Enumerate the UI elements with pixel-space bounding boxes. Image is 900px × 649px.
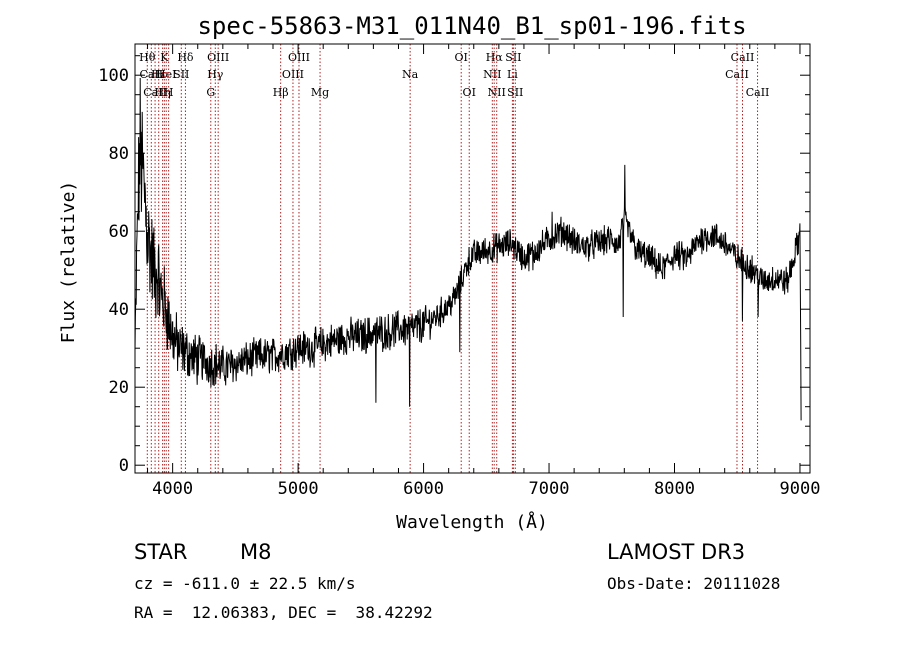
chart-title: spec-55863-M31_011N40_B1_sp01-196.fits [197,12,746,40]
line-marker-label: NII [483,68,501,81]
obs-date: Obs-Date: 20111028 [607,574,781,593]
line-marker-label: Hη [155,86,171,99]
axes: 4000 5000 6000 7000 8000 9000 0 20 40 60 80 100 [98,44,820,499]
x-tick-label: 6000 [403,479,444,499]
x-tick-label: 8000 [654,479,695,499]
object-class: STAR [134,540,188,564]
line-marker-label: Mg [311,86,329,99]
y-tick-label: 100 [98,66,129,86]
line-marker-label: OI [455,51,468,64]
y-tick-label: 20 [109,378,129,398]
survey-name: LAMOST DR3 [607,540,746,564]
line-marker-label: CaII [143,86,167,99]
line-marker-label: HeI [156,68,176,81]
spectrum-series [134,77,802,421]
line-marker-label: H [164,86,174,99]
x-tick-label: 4000 [152,479,193,499]
line-marker-label: Hβ [273,86,289,99]
y-tick-label: 40 [109,300,129,320]
x-axis-label: Wavelength (Å) [396,511,548,533]
y-tick-label: 60 [109,222,129,242]
redshift-readout: cz = -611.0 ± 22.5 km/s [134,574,356,593]
line-marker-label: Li [507,68,518,81]
spectrum-line [134,77,802,421]
line-marker-label: SII [173,68,189,81]
line-marker-label: OI [463,86,476,99]
x-tick-label: 7000 [529,479,570,499]
line-marker-label: OIII [288,51,310,64]
x-tick-label: 9000 [779,479,820,499]
coordinates: RA = 12.06383, DEC = 38.42292 [134,603,433,622]
line-marker-label: Na [402,68,419,81]
object-subclass: M8 [240,540,272,564]
line-marker-label: Hδ [177,51,194,64]
line-marker-label: NII [488,86,506,99]
line-marker-label: K [160,51,169,64]
line-marker-label: SII [505,51,521,64]
x-tick-label: 5000 [278,479,319,499]
plot-frame [134,43,811,474]
line-marker-label: OIII [207,51,229,64]
y-tick-label: 80 [109,144,129,164]
line-marker-label: CaII [731,51,755,64]
line-marker-label: SII [507,86,523,99]
line-marker-label: CaII [139,68,163,81]
line-marker-label: Hε [151,68,167,81]
line-marker-label: G [206,86,215,99]
line-marker-label: Hγ [207,68,224,81]
line-markers: HθCaIICaIIHεHηKHeIHSIIHδGHγOIIIHβOIIIOII… [139,44,769,473]
line-marker-label: OIII [282,68,304,81]
line-marker-label: CaII [746,86,770,99]
y-axis-label: Flux (relative) [58,181,79,344]
line-marker-label: CaII [725,68,749,81]
line-marker-label: Hθ [139,51,156,64]
y-tick-label: 0 [119,456,129,476]
line-marker-label: Hα [486,51,504,64]
